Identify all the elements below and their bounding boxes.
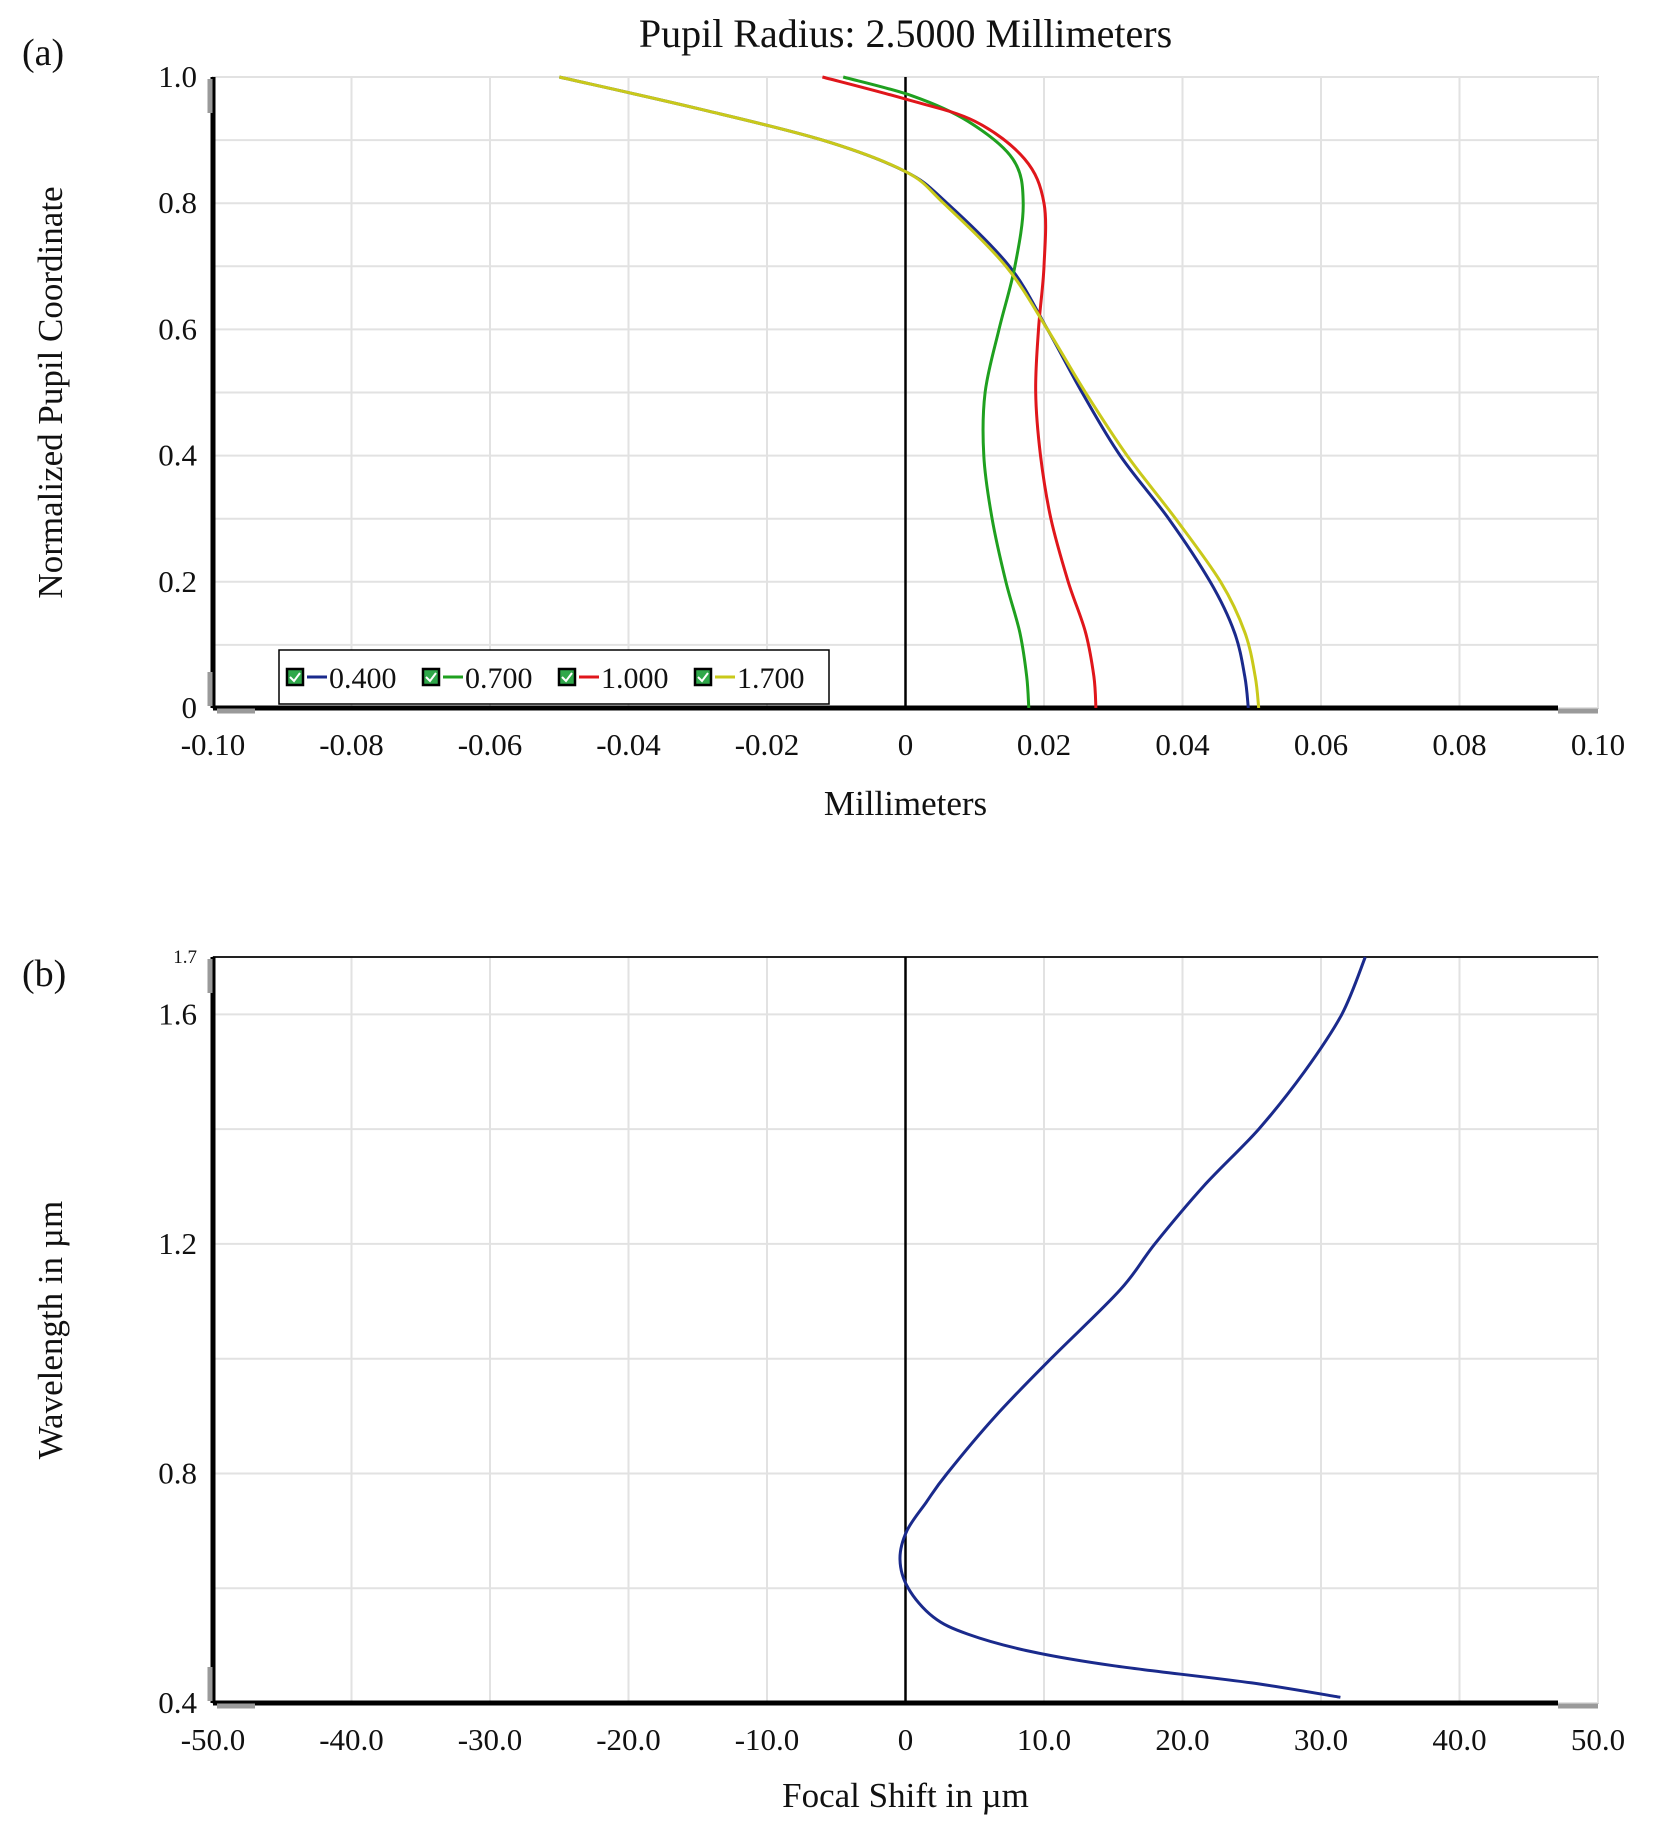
x-axis-label: Millimeters	[824, 784, 987, 823]
x-axis-label: Focal Shift in µm	[782, 1776, 1029, 1815]
series-line-1.700	[558, 75, 1261, 708]
x-tick-label: -40.0	[319, 1722, 384, 1757]
legend-label: 1.000	[601, 662, 669, 695]
chart-title: Pupil Radius: 2.5000 Millimeters	[639, 11, 1172, 56]
series-line-curve	[898, 956, 1367, 1699]
series-line-0.700	[842, 75, 1031, 708]
y-tick-label: 0.4	[158, 1685, 197, 1720]
check-icon	[697, 672, 709, 683]
x-tick-label: 0.10	[1571, 727, 1625, 762]
legend-box	[278, 649, 830, 705]
x-tick-label: -50.0	[181, 1722, 246, 1757]
x-tick-label: 10.0	[1017, 1722, 1071, 1757]
y-axis-label: Wavelength in µm	[31, 1201, 70, 1459]
y-tick-label: 0	[182, 690, 198, 725]
x-tick-label: 0.02	[1017, 727, 1071, 762]
y-tick-label: 0.8	[158, 1455, 197, 1490]
y-tick-label: 1.0	[158, 59, 197, 94]
x-tick-label: -10.0	[735, 1722, 800, 1757]
chart-b: (b) -50.0 -40.0 -30.0 -20.0 -10.0 0 10.0 20.0 30.…	[22, 947, 1625, 1815]
x-tick-label: 0	[898, 727, 914, 762]
x-tick-label: -0.10	[181, 727, 246, 762]
x-tick-label: 0.06	[1294, 727, 1348, 762]
y-tick-label: 0.6	[158, 311, 197, 346]
y-axis-label: Normalized Pupil Coordinate	[31, 186, 70, 598]
x-tick-label: -0.08	[319, 727, 384, 762]
legend-checkbox[interactable]	[285, 667, 305, 687]
check-icon	[425, 672, 437, 683]
legend-label: 0.700	[465, 662, 533, 695]
x-tick-label: 40.0	[1432, 1722, 1486, 1757]
panel-letter-b: (b)	[22, 953, 66, 995]
y-tick-label: 0.8	[158, 185, 197, 220]
x-tick-label: 0	[898, 1722, 914, 1757]
legend-checkbox[interactable]	[693, 667, 713, 687]
chart-a: (a) -0.10 -0.08 -0.06 -0.04 -0.02 0 0.02 0.04 0.0…	[22, 11, 1625, 823]
legend-label: 1.700	[737, 662, 805, 695]
x-tick-label: -30.0	[458, 1722, 523, 1757]
y-tick-label: 0.2	[158, 564, 197, 599]
panel-letter-a: (a)	[22, 32, 64, 74]
legend: 0.400 0.700 1.000 1.700	[278, 649, 830, 705]
check-icon	[561, 672, 573, 683]
y-tick-label: 1.6	[158, 996, 197, 1031]
x-tick-label: -0.02	[735, 727, 800, 762]
x-tick-label: -0.06	[458, 727, 523, 762]
series-line-1.000	[822, 75, 1098, 708]
y-tick-label: 0.4	[158, 438, 197, 473]
y-tick-label: 1.7	[173, 947, 197, 968]
y-tick-label: 1.2	[158, 1226, 197, 1261]
x-tick-label: -20.0	[596, 1722, 661, 1757]
x-tick-label: 0.08	[1432, 727, 1486, 762]
x-tick-label: 30.0	[1294, 1722, 1348, 1757]
x-tick-label: -0.04	[596, 727, 661, 762]
x-tick-label: 0.04	[1155, 727, 1210, 762]
check-icon	[289, 672, 301, 683]
legend-label: 0.400	[329, 662, 397, 695]
x-tick-label: 20.0	[1155, 1722, 1209, 1757]
legend-checkbox[interactable]	[421, 667, 441, 687]
x-tick-label: 50.0	[1571, 1722, 1625, 1757]
legend-checkbox[interactable]	[557, 667, 577, 687]
